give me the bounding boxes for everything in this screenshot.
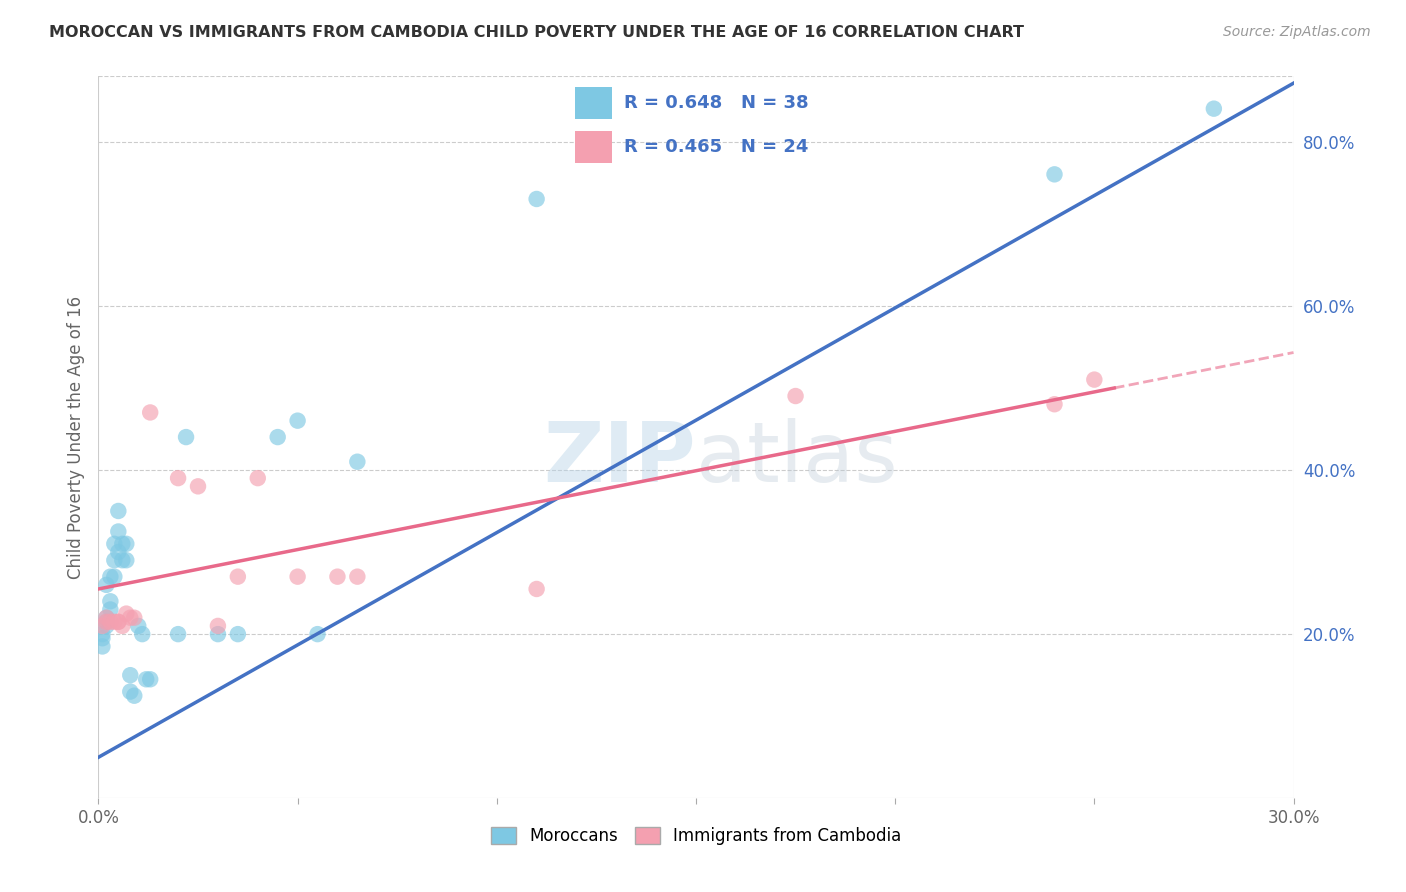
Point: [120, 610, 142, 624]
Point: [207, 627, 229, 641]
Point: [1202, 102, 1225, 116]
Point: [111, 619, 134, 633]
Point: [267, 430, 290, 444]
Point: [326, 569, 349, 583]
Text: R = 0.465   N = 24: R = 0.465 N = 24: [624, 138, 808, 156]
Point: [526, 582, 548, 596]
Point: [287, 569, 309, 583]
Point: [226, 569, 249, 583]
Point: [96, 615, 118, 629]
Point: [96, 610, 118, 624]
Point: [103, 537, 125, 551]
Point: [139, 673, 162, 687]
Point: [207, 619, 229, 633]
Point: [115, 607, 138, 621]
Point: [111, 553, 134, 567]
Point: [91, 632, 114, 646]
Point: [107, 545, 129, 559]
Text: MOROCCAN VS IMMIGRANTS FROM CAMBODIA CHILD POVERTY UNDER THE AGE OF 16 CORRELATI: MOROCCAN VS IMMIGRANTS FROM CAMBODIA CHI…: [49, 25, 1024, 40]
Point: [127, 619, 149, 633]
Point: [174, 430, 197, 444]
Point: [124, 689, 146, 703]
Point: [1043, 397, 1066, 411]
Point: [135, 673, 157, 687]
Point: [107, 504, 129, 518]
Point: [91, 627, 114, 641]
Y-axis label: Child Poverty Under the Age of 16: Child Poverty Under the Age of 16: [66, 295, 84, 579]
Point: [131, 627, 153, 641]
Point: [96, 619, 118, 633]
Point: [124, 610, 146, 624]
Point: [346, 455, 368, 469]
Point: [98, 602, 122, 616]
Point: [346, 569, 368, 583]
Point: [96, 610, 118, 624]
Point: [1043, 167, 1066, 181]
Point: [120, 668, 142, 682]
Point: [107, 615, 129, 629]
Bar: [575, 87, 612, 119]
Bar: [575, 131, 612, 163]
Point: [287, 414, 309, 428]
Point: [167, 471, 190, 485]
Point: [187, 479, 209, 493]
Point: [226, 627, 249, 641]
Text: ZIP: ZIP: [544, 418, 696, 500]
Point: [307, 627, 329, 641]
Point: [111, 537, 134, 551]
Point: [98, 615, 122, 629]
Text: Source: ZipAtlas.com: Source: ZipAtlas.com: [1223, 25, 1371, 39]
Point: [115, 537, 138, 551]
Text: atlas: atlas: [696, 418, 897, 500]
Point: [785, 389, 807, 403]
Legend: Moroccans, Immigrants from Cambodia: Moroccans, Immigrants from Cambodia: [484, 820, 908, 852]
Point: [1083, 373, 1105, 387]
Point: [246, 471, 269, 485]
Point: [103, 569, 125, 583]
Point: [167, 627, 190, 641]
Point: [103, 615, 125, 629]
Text: R = 0.648   N = 38: R = 0.648 N = 38: [624, 94, 808, 112]
Point: [526, 192, 548, 206]
Point: [115, 553, 138, 567]
Point: [91, 619, 114, 633]
Point: [120, 684, 142, 698]
Point: [96, 615, 118, 629]
Point: [96, 578, 118, 592]
Point: [107, 615, 129, 629]
Point: [103, 553, 125, 567]
Point: [91, 640, 114, 654]
Point: [98, 569, 122, 583]
Point: [98, 594, 122, 608]
Point: [139, 405, 162, 419]
Point: [107, 524, 129, 539]
